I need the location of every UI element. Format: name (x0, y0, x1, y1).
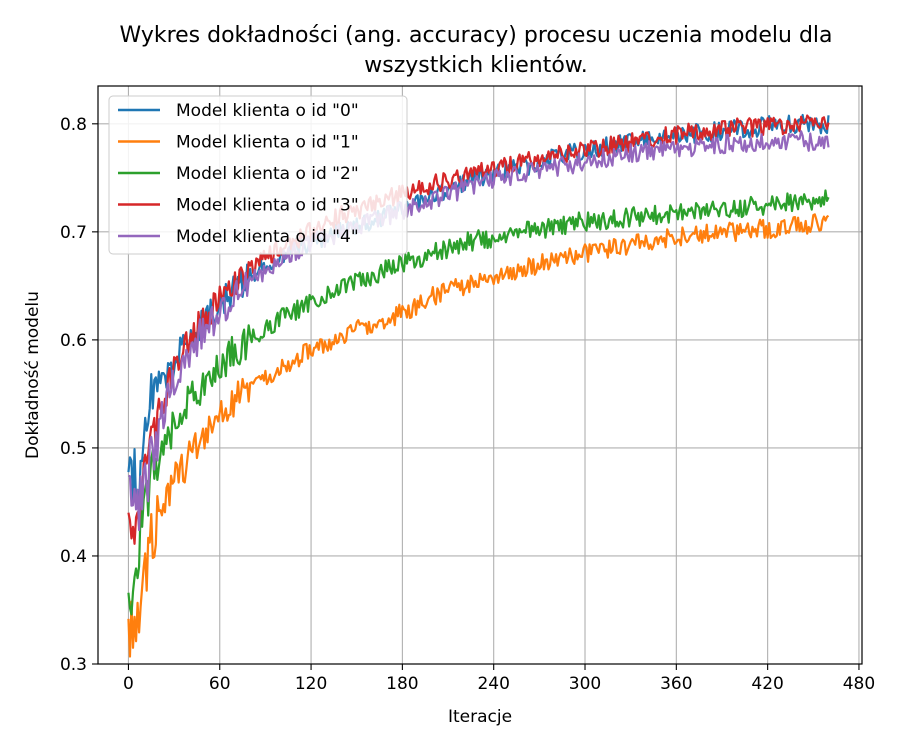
y-tick-label: 0.6 (60, 331, 87, 351)
y-tick-label: 0.5 (60, 439, 87, 459)
x-tick-label: 420 (751, 674, 783, 694)
chart-title-line-1: Wykres dokładności (ang. accuracy) proce… (119, 23, 832, 48)
y-tick-label: 0.3 (60, 655, 87, 675)
legend-box (108, 95, 408, 255)
legend-label-3: Model klienta o id "3" (176, 196, 359, 216)
x-tick-label: 240 (477, 674, 509, 694)
x-tick-label: 300 (569, 674, 601, 694)
y-tick-label: 0.4 (60, 547, 87, 567)
x-tick-label: 120 (295, 674, 327, 694)
x-tick-label: 360 (660, 674, 692, 694)
legend-label-1: Model klienta o id "1" (176, 133, 359, 153)
x-tick-label: 60 (209, 674, 231, 694)
x-axis-label: Iteracje (448, 707, 512, 727)
y-axis-ticks: 0.3 0.4 0.5 0.6 0.7 0.8 (60, 115, 98, 675)
y-axis-label: Dokładność modelu (23, 291, 43, 459)
x-tick-label: 0 (123, 674, 134, 694)
x-tick-label: 180 (386, 674, 418, 694)
x-tick-label: 480 (843, 674, 875, 694)
series-line-2 (127, 189, 830, 616)
legend: Model klienta o id "0" Model klienta o id… (108, 95, 408, 255)
series-group (127, 113, 830, 658)
chart-title-line-2: wszystkich klientów. (364, 53, 588, 78)
x-axis-ticks: 0 60 120 180 240 300 360 420 480 (123, 664, 875, 694)
legend-label-0: Model klienta o id "0" (176, 101, 359, 121)
series-line-4 (128, 130, 830, 532)
y-tick-label: 0.7 (60, 223, 87, 243)
legend-label-4: Model klienta o id "4" (176, 227, 359, 247)
series-line-1 (127, 213, 830, 658)
legend-label-2: Model klienta o id "2" (176, 164, 359, 184)
plot-frame (97, 85, 863, 665)
y-tick-label: 0.8 (60, 115, 87, 135)
